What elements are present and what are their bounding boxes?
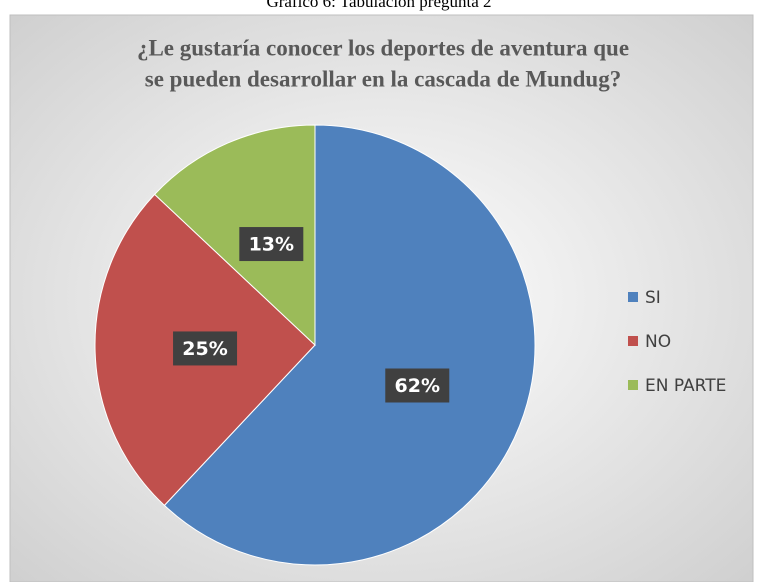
legend-swatch bbox=[628, 336, 638, 346]
legend-label: EN PARTE bbox=[645, 376, 726, 396]
data-label: 13% bbox=[249, 234, 294, 256]
pie-slice bbox=[153, 124, 316, 347]
data-label-box bbox=[385, 368, 450, 403]
data-label-box bbox=[173, 331, 238, 366]
chart-title: se pueden desarrollar en la cascada de M… bbox=[145, 66, 621, 91]
data-label: 62% bbox=[395, 375, 440, 397]
legend-label: SI bbox=[645, 288, 661, 308]
legend-swatch bbox=[628, 292, 638, 302]
chart-title: ¿Le gustaría conocer los deportes de ave… bbox=[137, 35, 629, 60]
caption: Gráfico 6: Tabulación pregunta 2 bbox=[266, 0, 491, 11]
data-label-box bbox=[239, 227, 304, 262]
legend-label: NO bbox=[645, 332, 671, 352]
pie-slice bbox=[163, 124, 536, 566]
data-label: 25% bbox=[182, 338, 227, 360]
legend-swatch bbox=[628, 380, 638, 390]
